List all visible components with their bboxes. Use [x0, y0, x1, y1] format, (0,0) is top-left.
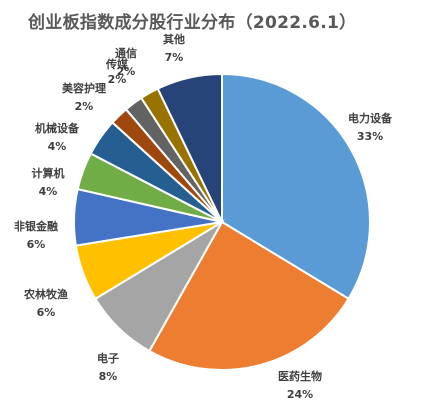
slice-label: 其他 [163, 32, 185, 46]
slice-percent-label: 8% [99, 370, 118, 383]
pie-slice [148, 220, 350, 371]
slice-percent-label: 2% [117, 65, 136, 78]
chart-title: 创业板指数成分股行业分布（2022.6.1） [28, 13, 357, 33]
slice-label: 机械设备 [35, 121, 80, 135]
pie-slice [221, 72, 371, 301]
slice-percent-label: 2% [75, 100, 94, 113]
pie-labels: 电力设备 33% 医药生物 24% 电子 8% 农林牧渔 6% 非银金融 6% 计算机 4% 机械设备 4… [14, 32, 393, 401]
slice-label: 美容护理 [62, 81, 106, 95]
slice-percent-label: 24% [287, 388, 313, 401]
slice-label: 电力设备 [348, 111, 393, 125]
pie-slices [73, 72, 371, 371]
slice-percent-label: 4% [39, 185, 58, 198]
slice-label: 农林牧渔 [23, 287, 68, 301]
slice-label: 医药生物 [278, 369, 322, 383]
slice-percent-label: 2% [108, 73, 127, 86]
slice-label: 非银金融 [14, 219, 58, 233]
slice-label: 计算机 [32, 166, 65, 180]
slice-percent-label: 7% [165, 51, 184, 64]
slice-percent-label: 4% [48, 140, 67, 153]
slice-percent-label: 6% [27, 238, 46, 251]
pie-slice [156, 72, 223, 223]
slice-label: 通信 [115, 46, 137, 60]
slice-percent-label: 33% [357, 130, 383, 143]
slice-label: 电子 [97, 351, 119, 365]
slice-label: 传媒 [105, 57, 129, 71]
slice-percent-label: 6% [37, 306, 56, 319]
